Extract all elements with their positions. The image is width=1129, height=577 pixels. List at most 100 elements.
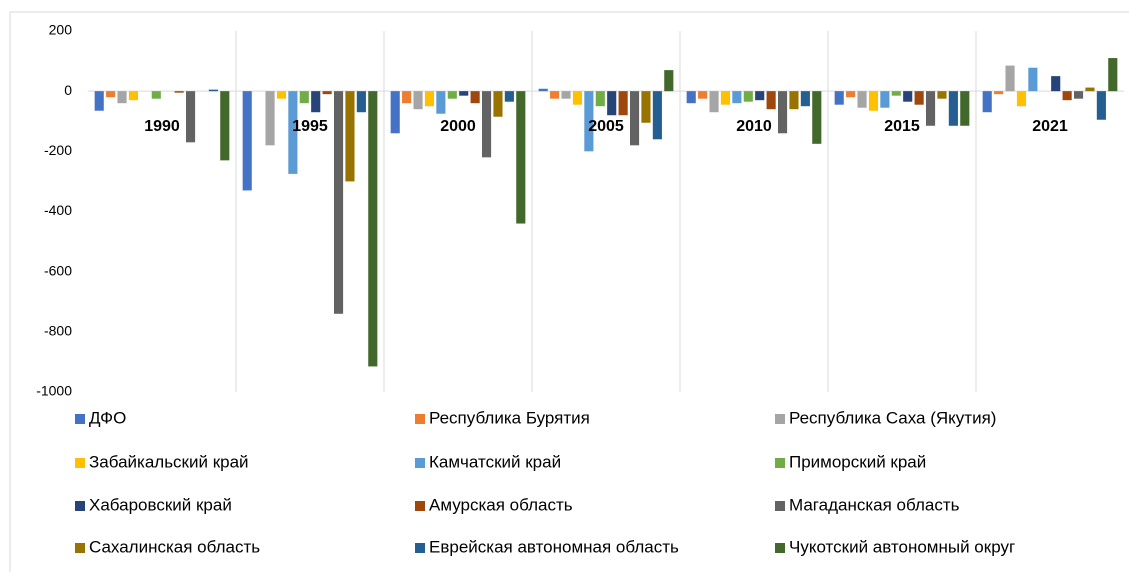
bar	[356, 91, 366, 113]
legend-swatch	[75, 501, 85, 511]
bar	[789, 91, 799, 110]
legend-swatch	[75, 458, 85, 468]
legend-label: Чукотский автономный округ	[789, 537, 1015, 556]
category-label: 1995	[292, 118, 328, 135]
legend-label: Камчатский край	[429, 452, 561, 471]
bar	[561, 91, 571, 99]
legend-swatch	[775, 501, 785, 511]
bar	[106, 91, 116, 98]
bar	[868, 91, 879, 111]
bar	[584, 91, 594, 152]
bar	[220, 91, 230, 161]
bar	[732, 91, 742, 104]
bar	[174, 91, 184, 93]
bar	[572, 91, 583, 105]
legend-label: Забайкальский край	[89, 452, 249, 471]
legend-swatch	[775, 543, 785, 553]
legend-swatch	[775, 414, 785, 424]
bar	[960, 91, 970, 126]
legend-label: Республика Саха (Якутия)	[789, 408, 996, 427]
bar	[402, 91, 412, 104]
bar	[800, 91, 810, 107]
category-label: 2010	[736, 118, 772, 135]
bar	[481, 91, 492, 158]
bar	[1096, 91, 1106, 120]
legend-swatch	[75, 543, 85, 553]
bar	[777, 91, 788, 134]
bar	[891, 91, 901, 96]
legend-swatch	[415, 458, 425, 468]
bar	[937, 91, 947, 99]
bar	[550, 91, 560, 99]
category-label: 2000	[440, 118, 476, 135]
bar	[436, 91, 446, 114]
bar	[333, 91, 344, 314]
category-label: 2005	[588, 118, 624, 135]
bar	[982, 91, 992, 113]
bar	[686, 91, 696, 104]
bar	[629, 91, 640, 146]
category-label: 2015	[884, 118, 920, 135]
bar	[94, 91, 104, 111]
bar	[459, 91, 469, 96]
legend-label: Магаданская область	[789, 495, 960, 514]
bar	[1028, 67, 1038, 92]
bar	[709, 91, 719, 113]
bar	[242, 91, 252, 191]
bar	[743, 91, 753, 102]
chart-frame	[9, 11, 1129, 577]
bar	[880, 91, 890, 108]
bar	[914, 91, 924, 105]
bar	[322, 91, 332, 95]
y-tick-label: 0	[64, 82, 72, 98]
bar	[994, 91, 1004, 95]
legend-label: ДФО	[89, 408, 126, 427]
bar	[299, 91, 309, 104]
legend-label: Еврейская автономная область	[429, 537, 679, 556]
bar	[857, 91, 867, 108]
bar	[607, 91, 617, 116]
bar	[652, 91, 662, 140]
bar	[493, 91, 503, 117]
bar	[720, 91, 731, 105]
bar	[470, 91, 480, 104]
bar	[755, 91, 765, 101]
bar	[265, 91, 275, 146]
bar	[276, 91, 287, 99]
bar	[1062, 91, 1072, 101]
bar	[903, 91, 913, 102]
y-tick-label: -1000	[36, 383, 72, 399]
bar	[185, 91, 196, 143]
bar	[504, 91, 514, 102]
bar	[618, 91, 628, 116]
legend-label: Хабаровский край	[89, 495, 232, 514]
legend-label: Сахалинская область	[89, 537, 260, 556]
bar	[664, 70, 674, 92]
bar	[208, 89, 218, 92]
legend-label: Амурская область	[429, 495, 573, 514]
category-label: 2021	[1032, 118, 1068, 135]
bar	[1108, 58, 1118, 92]
bar	[345, 91, 355, 182]
bar	[538, 88, 548, 92]
bar	[516, 91, 526, 224]
bar	[812, 91, 822, 144]
bar	[390, 91, 400, 134]
bar	[948, 91, 958, 126]
bar	[368, 91, 378, 367]
bar	[128, 91, 139, 101]
bar	[698, 91, 708, 99]
bar	[641, 91, 651, 123]
bar	[766, 91, 776, 110]
y-tick-label: 200	[49, 22, 73, 38]
bar	[834, 91, 844, 105]
bar	[1051, 76, 1061, 92]
bar	[151, 91, 161, 99]
legend-swatch	[75, 414, 85, 424]
bar	[117, 91, 127, 104]
legend-label: Приморский край	[789, 452, 926, 471]
bar	[1005, 65, 1015, 92]
legend-label: Республика Бурятия	[429, 408, 590, 427]
bar	[413, 91, 423, 110]
